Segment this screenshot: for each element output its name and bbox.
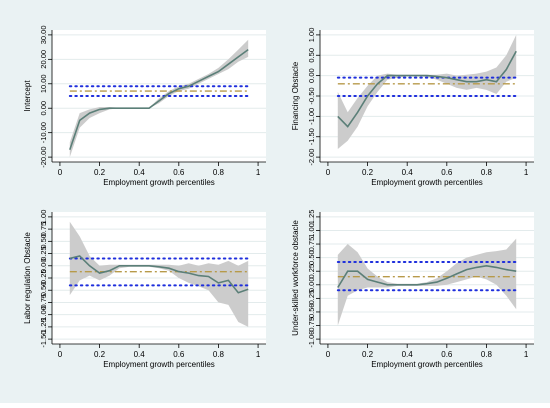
panel-0-x-tick-label-5: 1 bbox=[256, 168, 261, 177]
panel-3-y-tick-label-5: 0.25 bbox=[307, 264, 316, 279]
panel-3-y-tick-label-6: 0.50 bbox=[307, 250, 316, 265]
panel-under-skilled-workforce-obstacle: -1.00-0.75-0.50-0.250.000.250.500.751.00… bbox=[291, 210, 534, 369]
panel-3-x-tick-label-0: 0 bbox=[326, 350, 331, 359]
panel-3-confidence-band bbox=[337, 238, 517, 326]
panel-1-x-tick-label-3: 0.6 bbox=[441, 168, 453, 177]
panel-1-x-axis-label: Employment growth percentiles bbox=[371, 178, 483, 187]
panel-0-y-tick-label-5: 30.00 bbox=[39, 25, 48, 44]
panel-3-y-tick-label-9: 1.25 bbox=[307, 210, 316, 225]
panel-financing-obstacle: -2.00 -1.50 -1.00 -0.50 0.00 0.50 1.00 0 0.2 0.4 0… bbox=[291, 28, 534, 187]
panel-2-x-tick-label-0: 0 bbox=[58, 350, 63, 359]
panel-2-y-tick-label-10: 1.00 bbox=[39, 210, 48, 225]
panel-3-y-tick-label-3: -0.25 bbox=[307, 290, 316, 307]
panel-3-x-tick-label-4: 0.8 bbox=[481, 350, 493, 359]
panel-3-x-tick-label-1: 0.2 bbox=[362, 350, 374, 359]
panel-3-y-tick-label-4: 0.00 bbox=[307, 277, 316, 292]
panel-0-y-tick-label-3: 10.00 bbox=[39, 74, 48, 93]
panel-1-y-tick-label-2: -1.00 bbox=[307, 108, 316, 125]
panel-0-x-tick-label-4: 0.8 bbox=[213, 168, 225, 177]
panel-2-y-tick-label-3: -0.75 bbox=[39, 294, 48, 311]
panel-2-x-tick-label-3: 0.6 bbox=[173, 350, 185, 359]
panel-1-y-axis-label: Financing Obstacle bbox=[291, 61, 300, 130]
panel-3-y-tick-label-2: -0.50 bbox=[307, 303, 316, 320]
panel-2-x-tick-label-1: 0.2 bbox=[94, 350, 106, 359]
panel-0-y-tick-label-1: -10.00 bbox=[39, 122, 48, 143]
panel-2-y-tick-label-0: -1.50 bbox=[39, 331, 48, 348]
panel-0-x-tick-label-3: 0.6 bbox=[173, 168, 185, 177]
panel-2-y-tick-label-2: -1.00 bbox=[39, 306, 48, 323]
panel-2-confidence-band bbox=[69, 221, 249, 327]
panel-2-x-tick-label-2: 0.4 bbox=[134, 350, 146, 359]
panel-3-x-tick-label-2: 0.4 bbox=[402, 350, 414, 359]
panel-3-y-tick-label-7: 0.75 bbox=[307, 237, 316, 252]
panel-2-y-tick-label-6: 0.00 bbox=[39, 258, 48, 273]
panel-0-x-axis-label: Employment growth percentiles bbox=[103, 178, 215, 187]
panel-1-quantile-estimate-line bbox=[337, 50, 517, 128]
panel-1-confidence-band bbox=[337, 34, 517, 149]
panel-1-x-tick-label-5: 1 bbox=[524, 168, 529, 177]
panel-0-y-tick-label-0: -20.00 bbox=[39, 146, 48, 167]
panel-1-y-tick-label-1: -1.50 bbox=[307, 128, 316, 145]
panel-1-x-tick-label-4: 0.8 bbox=[481, 168, 493, 177]
panel-1-y-tick-label-6: 1.00 bbox=[307, 28, 316, 43]
panel-0-x-tick-label-0: 0 bbox=[58, 168, 63, 177]
panel-0-y-tick-label-4: 20.00 bbox=[39, 50, 48, 69]
panel-0-confidence-band bbox=[69, 39, 249, 158]
panel-0-y-tick-label-2: 0.00 bbox=[39, 101, 48, 116]
panel-2-x-axis-label: Employment growth percentiles bbox=[103, 360, 215, 369]
panel-intercept: -20.00 -10.00 0.00 10.00 20.00 30.00 0 0.2 0.4 0.… bbox=[23, 25, 266, 187]
panel-3-y-tick-label-1: -0.75 bbox=[307, 317, 316, 334]
panel-3-y-tick-label-8: 1.00 bbox=[307, 223, 316, 238]
panel-2-y-tick-label-7: 0.25 bbox=[39, 246, 48, 261]
panel-1-x-tick-label-0: 0 bbox=[326, 168, 331, 177]
panel-2-y-tick-label-5: -0.25 bbox=[39, 269, 48, 286]
panel-2-y-axis-label: Labor regulation Obstacle bbox=[23, 232, 32, 324]
panel-3-x-tick-label-3: 0.6 bbox=[441, 350, 453, 359]
panel-labor-regulation-obstacle: -1.50-1.25-1.00-0.75-0.50-0.250.000.250.… bbox=[23, 210, 266, 369]
panel-3-x-axis-label: Employment growth percentiles bbox=[371, 360, 483, 369]
panel-0-quantile-estimate-line bbox=[69, 48, 249, 151]
panel-0-x-tick-label-1: 0.2 bbox=[94, 168, 106, 177]
panel-0-y-axis-label: Intercept bbox=[23, 80, 32, 112]
panel-2-x-tick-label-5: 1 bbox=[256, 350, 261, 359]
panel-3-y-axis-label: Under-skilled workforce obstacle bbox=[291, 220, 300, 336]
panel-0-x-tick-label-2: 0.4 bbox=[134, 168, 146, 177]
panel-2-quantile-estimate-line bbox=[69, 255, 249, 294]
panel-1-y-tick-label-5: 0.50 bbox=[307, 48, 316, 63]
panel-1-y-tick-label-3: -0.50 bbox=[307, 87, 316, 104]
panel-1-x-tick-label-1: 0.2 bbox=[362, 168, 374, 177]
panel-2-y-tick-label-9: 0.75 bbox=[39, 222, 48, 237]
panel-3-x-tick-label-5: 1 bbox=[524, 350, 529, 359]
panel-2-y-tick-label-1: -1.25 bbox=[39, 318, 48, 335]
panel-2-x-tick-label-4: 0.8 bbox=[213, 350, 225, 359]
panel-2-y-tick-label-4: -0.50 bbox=[39, 282, 48, 299]
panel-1-y-tick-label-0: -2.00 bbox=[307, 149, 316, 166]
panel-3-quantile-estimate-line bbox=[337, 264, 517, 288]
panel-1-y-tick-label-4: 0.00 bbox=[307, 68, 316, 83]
panel-2-y-tick-label-8: 0.50 bbox=[39, 234, 48, 249]
panel-3-y-tick-label-0: -1.00 bbox=[307, 331, 316, 348]
panel-1-x-tick-label-2: 0.4 bbox=[402, 168, 414, 177]
